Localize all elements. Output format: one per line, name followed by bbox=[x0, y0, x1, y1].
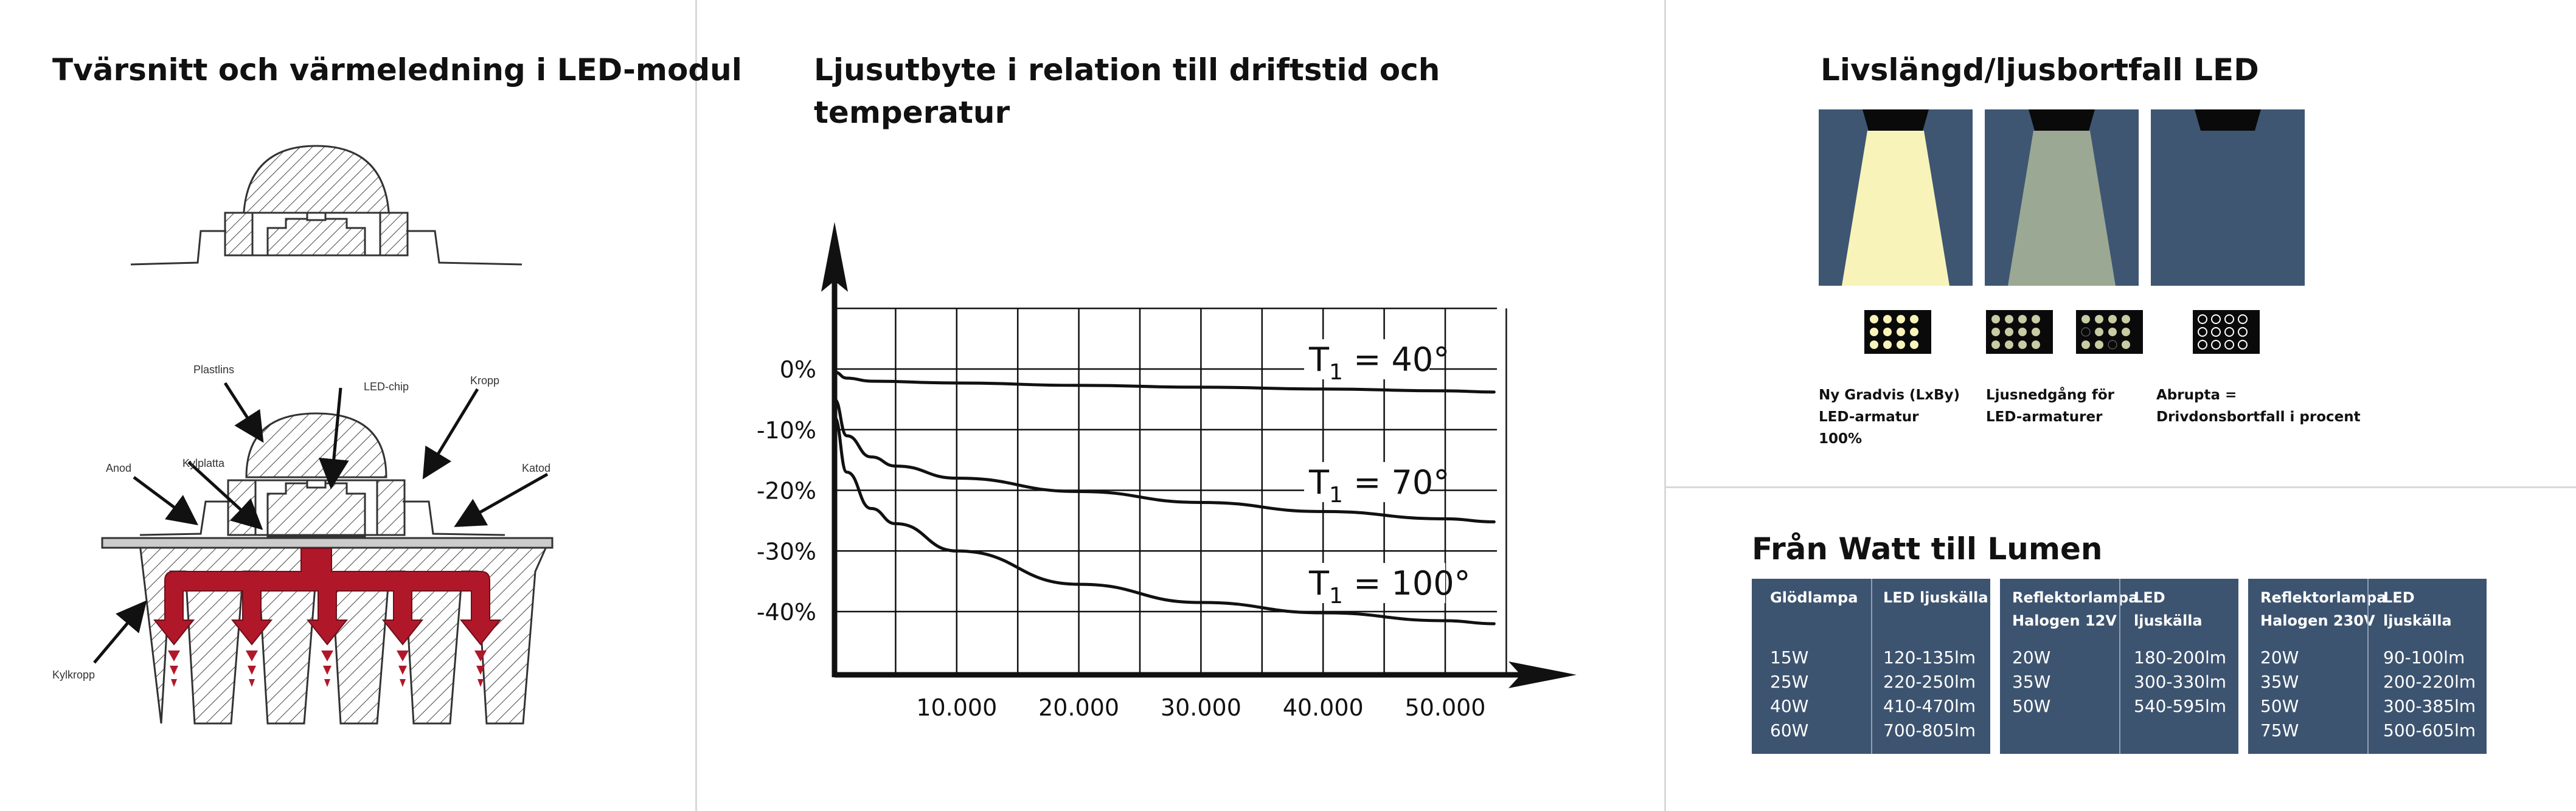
y-axis-arrow bbox=[821, 222, 848, 292]
lifetime-illustration bbox=[1819, 109, 2305, 354]
label-katod: Katod bbox=[522, 462, 551, 474]
table-cell: 35W bbox=[2260, 672, 2299, 692]
series-label: T1 = 40° bbox=[1308, 340, 1449, 385]
chart-title-line2: temperatur bbox=[814, 95, 1010, 130]
series-label-bg bbox=[1304, 462, 1429, 502]
table-head-right: LED ljuskälla bbox=[1883, 589, 1988, 606]
series-label-bg bbox=[1304, 563, 1445, 603]
y-tick-label: -10% bbox=[757, 417, 816, 444]
table-lumen-column: 120-135lm 220-250lm 410-470lm 700-805lm bbox=[1883, 646, 1976, 743]
table-head-right: LED ljuskälla bbox=[2134, 589, 2203, 629]
x-tick-label: 10.000 bbox=[916, 694, 997, 721]
y-tick-label: -40% bbox=[757, 599, 816, 626]
table-cell: 75W bbox=[2260, 720, 2299, 740]
divider-horizontal bbox=[1665, 486, 2576, 488]
table-cell: 500-605lm bbox=[2383, 720, 2476, 740]
led-cross-section-large bbox=[93, 382, 554, 725]
label-anod: Anod bbox=[106, 462, 132, 474]
table-head-left: Reflektorlampa Halogen 12V bbox=[2012, 589, 2139, 629]
table-divider bbox=[2119, 579, 2120, 754]
label-kylkropp: Kylkropp bbox=[52, 669, 95, 681]
label-kylplatta: Kylplatta bbox=[182, 457, 225, 469]
series-label-bg bbox=[1304, 339, 1429, 379]
chart-title: Ljusutbyte i relation till driftstid och… bbox=[814, 49, 1440, 134]
table-head-right: LED ljuskälla bbox=[2383, 589, 2452, 629]
table-cell: 410-470lm bbox=[1883, 696, 1976, 716]
table-cell: 50W bbox=[2260, 696, 2299, 716]
table-cell: 25W bbox=[1770, 672, 1809, 692]
series-label: T1 = 70° bbox=[1308, 463, 1449, 508]
caption-abrupt: Abrupta = Drivdonsbortfall i procent bbox=[2156, 387, 2361, 425]
table-watt-column: 15W 25W 40W 60W bbox=[1770, 646, 1808, 743]
label-kropp: Kropp bbox=[470, 374, 500, 387]
table-lumen-column: 180-200lm 300-330lm 540-595lm bbox=[2134, 646, 2226, 719]
caption-new-gradual: Ny Gradvis (LxBy) LED-armatur 100% bbox=[1819, 387, 1960, 447]
table-cell: 540-595lm bbox=[2134, 696, 2227, 716]
led-cross-section-small bbox=[130, 145, 522, 266]
watt-table-halogen-230v: Reflektorlampa Halogen 230V LED ljuskäll… bbox=[2248, 579, 2487, 754]
table-cell: 300-330lm bbox=[2134, 672, 2227, 692]
table-cell: 700-805lm bbox=[1883, 720, 1976, 740]
chart-title-line1: Ljusutbyte i relation till driftstid och bbox=[814, 52, 1440, 88]
table-cell: 300-385lm bbox=[2383, 696, 2476, 716]
table-cell: 15W bbox=[1770, 647, 1809, 668]
x-tick-label: 20.000 bbox=[1038, 694, 1119, 721]
table-cell: 50W bbox=[2012, 696, 2051, 716]
table-cell: 180-200lm bbox=[2134, 647, 2227, 668]
table-head-left: Glödlampa bbox=[1770, 589, 1858, 606]
series-line bbox=[833, 398, 1496, 523]
watt-table-incandescent: Glödlampa LED ljuskälla 15W 25W 40W 60W … bbox=[1752, 579, 1990, 754]
table-divider bbox=[1871, 579, 1872, 754]
lumen-maintenance-chart: 0% -10% -20% -30% -40% 10.000 20.000 30.000 40.0… bbox=[757, 222, 1577, 721]
divider-left bbox=[695, 0, 697, 811]
caption-light-decline: Ljusnedgång för LED-armaturer bbox=[1986, 387, 2115, 425]
table-cell: 200-220lm bbox=[2383, 672, 2476, 692]
watt-lumen-title: Från Watt till Lumen bbox=[1752, 531, 2103, 567]
x-tick-label: 30.000 bbox=[1161, 694, 1241, 721]
x-tick-label: 40.000 bbox=[1283, 694, 1364, 721]
table-cell: 90-100lm bbox=[2383, 647, 2465, 668]
table-divider bbox=[2367, 579, 2369, 754]
series-line bbox=[833, 370, 1496, 394]
watt-table-halogen-12v: Reflektorlampa Halogen 12V LED ljuskälla… bbox=[2000, 579, 2238, 754]
led-module-title: Tvärsnitt och värmeledning i LED-modul bbox=[52, 52, 742, 88]
y-tick-label: -30% bbox=[757, 538, 816, 565]
label-plastlins: Plastlins bbox=[193, 364, 235, 376]
series-line bbox=[833, 416, 1496, 626]
label-led-chip: LED-chip bbox=[364, 381, 409, 393]
table-cell: 20W bbox=[2012, 647, 2051, 668]
table-cell: 35W bbox=[2012, 672, 2051, 692]
table-cell: 220-250lm bbox=[1883, 672, 1976, 692]
table-cell: 20W bbox=[2260, 647, 2299, 668]
table-cell: 60W bbox=[1770, 720, 1809, 740]
table-watt-column: 20W 35W 50W 75W bbox=[2260, 646, 2299, 743]
table-watt-column: 20W 35W 50W bbox=[2012, 646, 2050, 719]
table-cell: 120-135lm bbox=[1883, 647, 1976, 668]
y-tick-label: 0% bbox=[780, 356, 816, 383]
x-tick-label: 50.000 bbox=[1405, 694, 1486, 721]
series-label: T1 = 100° bbox=[1308, 564, 1471, 609]
lifetime-title: Livslängd/ljusbortfall LED bbox=[1821, 52, 2259, 88]
y-tick-label: -20% bbox=[757, 478, 816, 505]
divider-right bbox=[1664, 0, 1666, 811]
table-cell: 40W bbox=[1770, 696, 1809, 716]
table-lumen-column: 90-100lm 200-220lm 300-385lm 500-605lm bbox=[2383, 646, 2476, 743]
x-axis-arrow bbox=[1508, 661, 1577, 688]
